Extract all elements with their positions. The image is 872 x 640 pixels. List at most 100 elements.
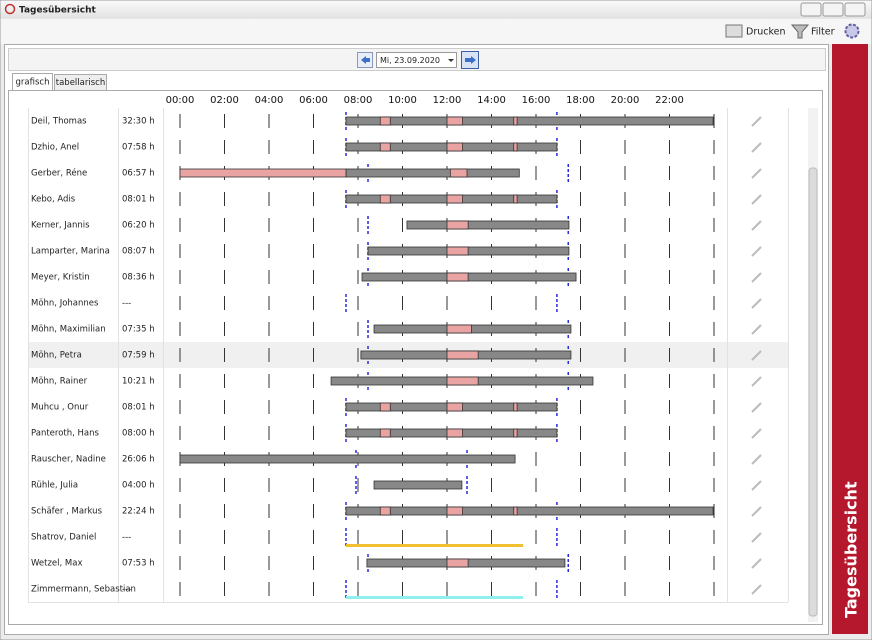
minimize-button[interactable] <box>800 2 822 17</box>
tab-graphic-label: grafisch <box>16 78 50 88</box>
edit-icon[interactable] <box>751 324 762 335</box>
plan-line <box>345 544 524 547</box>
hour-label: 02:00 <box>210 95 239 106</box>
duration: 32:30 h <box>122 117 155 127</box>
employee-name: Möhn, Maximilian <box>31 325 106 335</box>
break-bar <box>513 142 518 152</box>
duration: --- <box>122 533 131 543</box>
edit-icon[interactable] <box>751 298 762 309</box>
edit-icon[interactable] <box>751 558 762 569</box>
scrollbar-thumb[interactable] <box>808 167 818 617</box>
break-bar <box>446 324 472 334</box>
duration: 08:00 h <box>122 429 155 439</box>
break-bar <box>379 428 391 438</box>
edit-icon[interactable] <box>751 428 762 439</box>
dropdown-arrow <box>448 59 454 62</box>
employee-name: Dzhio, Anel <box>31 143 79 153</box>
break-bar <box>449 168 468 178</box>
edit-icon[interactable] <box>751 116 762 127</box>
duration: 08:07 h <box>122 247 155 257</box>
edit-icon[interactable] <box>751 194 762 205</box>
edit-icon[interactable] <box>751 532 762 543</box>
hour-label: 16:00 <box>522 95 551 106</box>
print-label: Drucken <box>746 27 786 38</box>
settings-button[interactable] <box>844 23 860 39</box>
break-bar <box>513 506 518 516</box>
hour-label: 14:00 <box>477 95 506 106</box>
employee-name: Panteroth, Hans <box>31 429 100 439</box>
filter-icon <box>790 24 810 39</box>
duration: --- <box>122 299 131 309</box>
employee-name: Kerner, Jannis <box>31 221 90 231</box>
duration: 06:20 h <box>122 221 155 231</box>
hour-label: 18:00 <box>566 95 595 106</box>
employee-name: Shatrov, Daniel <box>31 533 96 543</box>
edit-icon[interactable] <box>751 220 762 231</box>
next-arrow <box>465 56 476 64</box>
break-bar <box>446 350 479 360</box>
duration: 08:36 h <box>122 273 155 283</box>
print-icon <box>725 24 743 38</box>
app-icon <box>4 3 16 15</box>
filter-button[interactable]: Filter <box>790 24 835 39</box>
break-bar <box>446 558 469 568</box>
break-bar <box>446 246 469 256</box>
break-bar <box>446 428 463 438</box>
edit-icon[interactable] <box>751 506 762 517</box>
hour-label: 20:00 <box>611 95 640 106</box>
work-bar <box>345 506 714 516</box>
row <box>28 290 788 316</box>
previous-arrow <box>361 56 370 64</box>
side-panel <box>832 44 868 634</box>
duration: 06:57 h <box>122 169 155 179</box>
employee-name: Lamparter, Marina <box>31 247 110 257</box>
duration: 26:06 h <box>122 455 155 465</box>
print-button[interactable]: Drucken <box>725 24 786 38</box>
break-bar <box>446 142 463 152</box>
duration: 07:35 h <box>122 325 155 335</box>
break-bar <box>446 194 463 204</box>
edit-icon[interactable] <box>751 142 762 153</box>
duration: 10:21 h <box>122 377 155 387</box>
edit-icon[interactable] <box>751 480 762 491</box>
title-bar <box>0 0 872 19</box>
break-bar <box>446 376 479 386</box>
edit-icon[interactable] <box>751 584 762 595</box>
duration: 08:01 h <box>122 195 155 205</box>
schedule-grid: 00:00 02:00 04:00 06:00 08:00 10:00 12:00 14:00… <box>28 95 789 603</box>
maximize-button[interactable] <box>822 2 844 17</box>
edit-icon[interactable] <box>751 402 762 413</box>
break-bar <box>446 272 469 282</box>
employee-name: Wetzel, Max <box>31 559 83 569</box>
edit-icon[interactable] <box>751 168 762 179</box>
hour-label: 06:00 <box>299 95 328 106</box>
break-bar <box>179 168 347 178</box>
filter-label: Filter <box>811 27 835 38</box>
work-bar <box>406 220 570 230</box>
date-picker[interactable] <box>376 52 457 68</box>
duration: 04:00 h <box>122 481 155 491</box>
edit-icon[interactable] <box>751 246 762 257</box>
break-bar <box>379 506 391 516</box>
employee-name: Möhn, Petra <box>31 351 82 361</box>
break-bar <box>513 428 518 438</box>
employee-name: Rauscher, Nadine <box>31 455 106 465</box>
break-bar <box>379 116 391 126</box>
edit-icon[interactable] <box>751 350 762 361</box>
work-bar <box>345 116 714 126</box>
edit-icon[interactable] <box>751 376 762 387</box>
employee-name: Kebo, Adis <box>31 195 76 205</box>
break-bar <box>446 116 463 126</box>
work-bar <box>179 454 516 464</box>
duration: 07:58 h <box>122 143 155 153</box>
edit-icon[interactable] <box>751 454 762 465</box>
employee-name: Muhcu , Onur <box>31 403 89 413</box>
edit-icon[interactable] <box>751 272 762 283</box>
duration: 22:24 h <box>122 507 155 517</box>
hour-label: 08:00 <box>344 95 373 106</box>
close-button[interactable] <box>844 2 866 17</box>
hour-label: 12:00 <box>433 95 462 106</box>
hour-label: 04:00 <box>255 95 284 106</box>
